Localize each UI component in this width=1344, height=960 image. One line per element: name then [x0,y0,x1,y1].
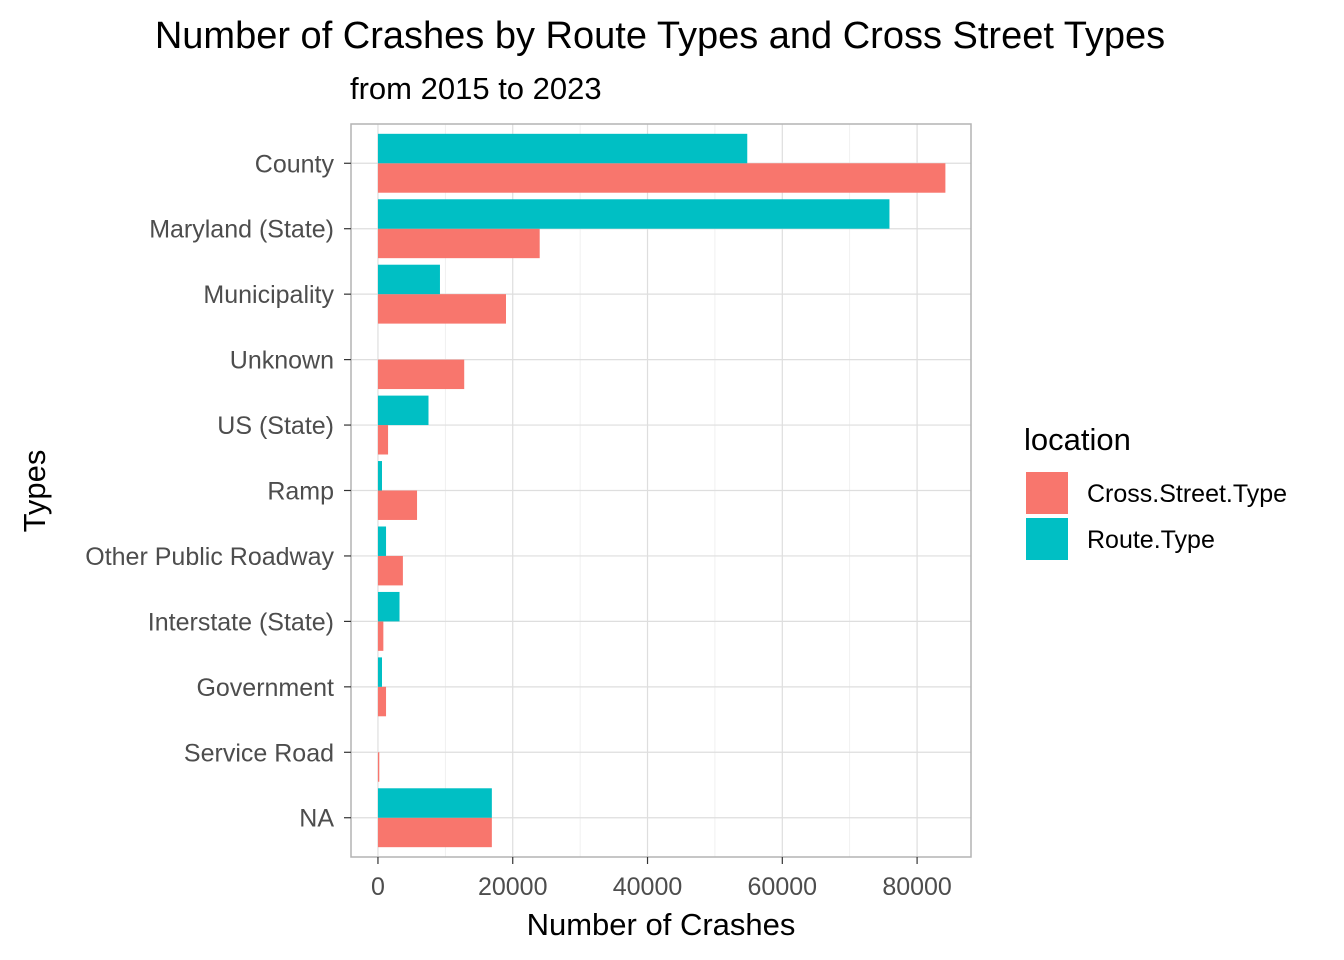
bar-route-type-other-public-roadway [377,526,387,556]
y-tick-label: County [255,150,335,178]
bar-cross-street-type-us-state [377,425,389,455]
x-tick-label: 40000 [613,873,683,901]
legend-key-cross-street-type [1026,472,1068,514]
bar-cross-street-type-maryland-state [377,228,540,259]
bar-cross-street-type-unknown [377,359,465,390]
bar-cross-street-type-na [377,817,492,848]
legend-key-route-type [1026,518,1068,560]
bar-cross-street-type-other-public-roadway [377,555,403,586]
y-tick-label: US (State) [217,412,334,440]
bar-cross-street-type-interstate-state [377,621,384,651]
x-axis: 0 20000 40000 60000 80000 [371,857,952,901]
y-axis: County Maryland (State) Municipality Unknow… [85,150,351,833]
legend-title: location [1024,422,1131,457]
y-tick-label: Ramp [267,478,334,506]
y-tick-label: NA [299,805,334,833]
x-tick-label: 0 [371,873,385,901]
y-tick-label: Service Road [184,739,334,767]
y-tick-label: Government [196,674,334,702]
bar-cross-street-type-government [377,686,387,717]
y-axis-title: Types [17,450,52,533]
x-tick-label: 80000 [882,873,952,901]
chart-title: Number of Crashes by Route Types and Cro… [155,15,1165,57]
legend: location Cross.Street.Type Route.Type [1024,422,1287,560]
x-tick-label: 20000 [478,873,548,901]
bar-cross-street-type-ramp [377,490,418,520]
legend-label-cross-street-type: Cross.Street.Type [1087,480,1287,508]
plot-area [350,123,972,858]
bar-cross-street-type-service-road [377,752,380,782]
bars [377,133,946,848]
legend-label-route-type: Route.Type [1087,526,1215,554]
x-axis-title: Number of Crashes [527,907,796,942]
bar-route-type-county [377,133,748,164]
y-tick-label: Maryland (State) [149,216,334,244]
bar-route-type-government [377,657,382,687]
bar-route-type-us-state [377,395,429,426]
bar-route-type-maryland-state [377,199,890,229]
bar-route-type-na [377,788,492,818]
bar-route-type-interstate-state [377,591,400,622]
x-tick-label: 60000 [748,873,818,901]
bar-cross-street-type-county [377,163,946,193]
bar-route-type-municipality [377,264,440,295]
chart-subtitle: from 2015 to 2023 [350,71,602,106]
y-tick-label: Other Public Roadway [85,543,334,571]
bar-route-type-ramp [377,461,382,491]
bar-cross-street-type-municipality [377,294,506,324]
y-tick-label: Interstate (State) [148,608,334,636]
y-tick-label: Municipality [203,281,334,309]
y-tick-label: Unknown [230,347,334,375]
